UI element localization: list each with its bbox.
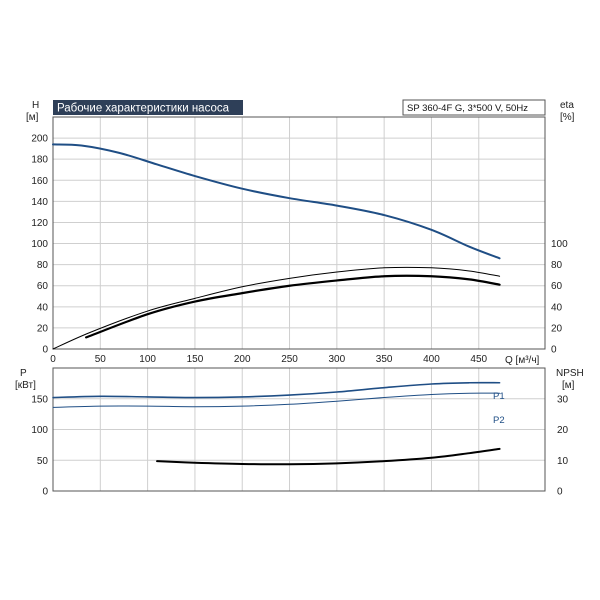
- x-tick-label: 300: [329, 354, 346, 365]
- y-left-tick-label: 120: [31, 218, 48, 229]
- npsh-tick-label: 10: [557, 456, 569, 467]
- curve-eta2: [85, 274, 501, 339]
- y-left-label: H: [32, 100, 39, 111]
- x-tick-label: 50: [95, 354, 107, 365]
- y-left-tick-label: 20: [37, 323, 49, 334]
- plot-frame: [52, 367, 546, 492]
- y-left-tick-label: 80: [37, 260, 49, 271]
- plot-frame: [52, 116, 546, 350]
- curve-P2: [52, 392, 501, 408]
- x-tick-label: 400: [423, 354, 440, 365]
- curve-eta1: [52, 266, 501, 350]
- curve-P1: [52, 381, 501, 399]
- title-box: [53, 100, 243, 115]
- y-left-tick-label: 140: [31, 197, 48, 208]
- npsh-tick-label: 30: [557, 394, 569, 405]
- p-axis-label: P: [20, 368, 27, 379]
- y-right-tick-label: 60: [551, 281, 563, 292]
- x-tick-label: 150: [187, 354, 204, 365]
- legend-box: [402, 99, 546, 116]
- x-axis-label: Q [м³/ч]: [505, 355, 540, 366]
- y-right-tick-label: 80: [551, 260, 563, 271]
- y-right-label: eta: [560, 100, 574, 111]
- p-axis-unit: [кВт]: [15, 380, 36, 391]
- upper-chart: 0 20 40 60 80 100 120 140 160 180 200 0 20 40 60 80 100 0…: [31, 116, 568, 365]
- p-tick-label: 50: [37, 456, 49, 467]
- p-tick-label: 0: [42, 487, 48, 498]
- x-tick-label: 250: [281, 354, 298, 365]
- x-tick-label: 450: [470, 354, 487, 365]
- npsh-tick-label: 0: [557, 487, 563, 498]
- p-tick-label: 100: [31, 425, 48, 436]
- y-right-tick-label: 100: [551, 239, 568, 250]
- p-tick-label: 150: [31, 394, 48, 405]
- y-left-tick-label: 0: [42, 345, 48, 356]
- npsh-tick-label: 20: [557, 425, 569, 436]
- y-left-tick-label: 180: [31, 155, 48, 166]
- y-right-tick-label: 0: [551, 345, 557, 356]
- x-tick-label: 200: [234, 354, 251, 365]
- y-left-tick-label: 200: [31, 134, 48, 145]
- y-right-tick-label: 40: [551, 302, 563, 313]
- curve-NPSH: [156, 447, 501, 466]
- y-left-tick-label: 40: [37, 302, 49, 313]
- series-label-p1: P1: [493, 391, 505, 402]
- chart-title: Рабочие характеристики насоса: [57, 103, 230, 115]
- x-tick-label: 0: [50, 354, 56, 365]
- x-tick-label: 100: [139, 354, 156, 365]
- npsh-axis-label: NPSH: [556, 368, 584, 379]
- legend-text: SP 360-4F G, 3*500 V, 50Hz: [407, 103, 528, 114]
- y-left-tick-label: 100: [31, 239, 48, 250]
- x-tick-label: 350: [376, 354, 393, 365]
- y-right-tick-label: 20: [551, 323, 563, 334]
- y-left-unit: [м]: [26, 112, 39, 123]
- npsh-axis-unit: [м]: [562, 380, 575, 391]
- y-right-unit: [%]: [560, 112, 575, 123]
- curve-H: [52, 143, 501, 260]
- y-left-tick-label: 60: [37, 281, 49, 292]
- lower-chart: 0 50 100 150 0 10 20 30: [31, 367, 569, 498]
- y-left-tick-label: 160: [31, 176, 48, 187]
- series-label-p2: P2: [493, 415, 505, 426]
